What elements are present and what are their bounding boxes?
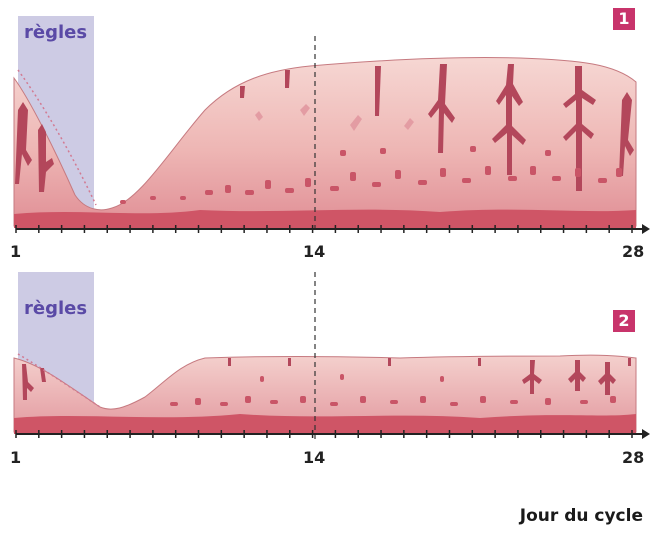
endometrium-layer	[13, 354, 637, 433]
panel-badge: 1	[613, 8, 635, 30]
gland-sections	[170, 374, 616, 406]
secretory-glands	[255, 104, 414, 131]
panel-badge: 2	[613, 310, 635, 332]
previous-profile-dotted	[17, 69, 97, 206]
endometrium-diagram-1	[13, 16, 650, 234]
axis-title: Jour du cycle	[519, 506, 643, 526]
menses-label: règles	[24, 298, 88, 319]
panel-cycle-2: règles 2 1 14 28	[0, 272, 663, 482]
axis-ticks	[15, 430, 633, 438]
panel-cycle-1: règles 1 1 14 28	[10, 8, 650, 261]
previous-profile-dotted	[17, 353, 101, 408]
axis-arrow	[642, 224, 650, 234]
endometrium-diagram-2	[13, 272, 650, 440]
tick-label-mid: 14	[303, 448, 326, 467]
tick-label-mid: 14	[303, 242, 326, 261]
menses-label: règles	[24, 22, 88, 43]
axis-ticks	[15, 225, 633, 233]
basal-layer	[14, 414, 636, 434]
gland-sections	[120, 146, 622, 204]
axis-arrow	[642, 429, 650, 439]
tick-label-start: 1	[10, 448, 22, 467]
tick-label-end: 28	[622, 242, 645, 261]
tick-label-end: 28	[622, 448, 645, 467]
tick-label-start: 1	[10, 242, 22, 261]
glands	[15, 64, 634, 192]
endometrium-layer	[13, 56, 637, 227]
glands	[22, 358, 631, 400]
basal-layer	[14, 209, 636, 228]
